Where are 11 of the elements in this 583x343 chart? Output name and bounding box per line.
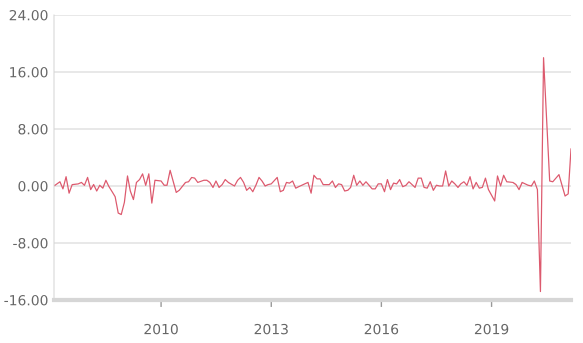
x-tick-label: 2013 [254,324,288,334]
y-tick-label: 8.00 [18,124,48,134]
x-tick-label: 2016 [364,324,398,334]
x-tick-label: 2010 [144,324,178,334]
y-tick-label: -16.00 [4,294,48,306]
y-tick-label: 16.00 [10,66,48,78]
line-series [54,57,571,292]
x-tick-label: 2019 [474,324,508,334]
y-tick-label: -8.00 [13,238,48,248]
y-tick-label: 0.00 [18,180,48,192]
y-tick-label: 24.00 [10,10,48,20]
